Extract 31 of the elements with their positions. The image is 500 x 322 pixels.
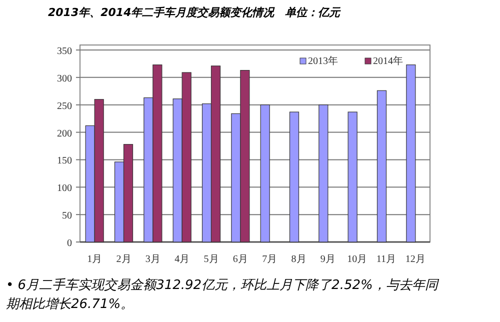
x-tick-label: 7月 (262, 254, 278, 265)
y-tick-label: 0 (67, 238, 72, 249)
x-tick-label: 12月 (405, 254, 426, 265)
x-tick-label: 9月 (320, 254, 336, 265)
chart-title: 2013年、2014年二手车月度交易额变化情况 (48, 6, 276, 19)
x-tick-label: 5月 (204, 254, 219, 265)
bar (348, 112, 358, 242)
x-tick-label: 4月 (174, 254, 190, 265)
legend-label: 2014年 (373, 55, 403, 67)
y-tick-label: 150 (57, 156, 72, 167)
x-tick-label: 10月 (347, 254, 368, 265)
bar (260, 104, 270, 242)
y-tick-label: 300 (57, 73, 72, 84)
x-tick-label: 11月 (376, 254, 396, 265)
x-tick-label: 8月 (291, 254, 306, 265)
x-tick-label: 3月 (145, 254, 160, 265)
bar (318, 104, 328, 242)
y-tick-label: 50 (62, 210, 72, 222)
bar (376, 90, 387, 242)
y-tick-label: 100 (57, 183, 72, 194)
text: • 6月二手车实现交易金额312.92亿元，环比上月下降了2.52%，与去年同期相比增长26.71%。 (6, 277, 440, 314)
legend-label: 2013年 (308, 55, 338, 67)
bar (289, 112, 300, 242)
x-tick-label: 2月 (116, 254, 132, 265)
y-tick-label: 250 (57, 100, 72, 112)
x-tick-label: 1月 (87, 254, 102, 265)
bar (406, 64, 416, 242)
y-tick-label: 200 (57, 128, 72, 140)
x-tick-label: 6月 (232, 254, 248, 265)
y-tick-label: 350 (57, 46, 72, 57)
chart-subtitle: 单位：亿元 (285, 6, 341, 19)
